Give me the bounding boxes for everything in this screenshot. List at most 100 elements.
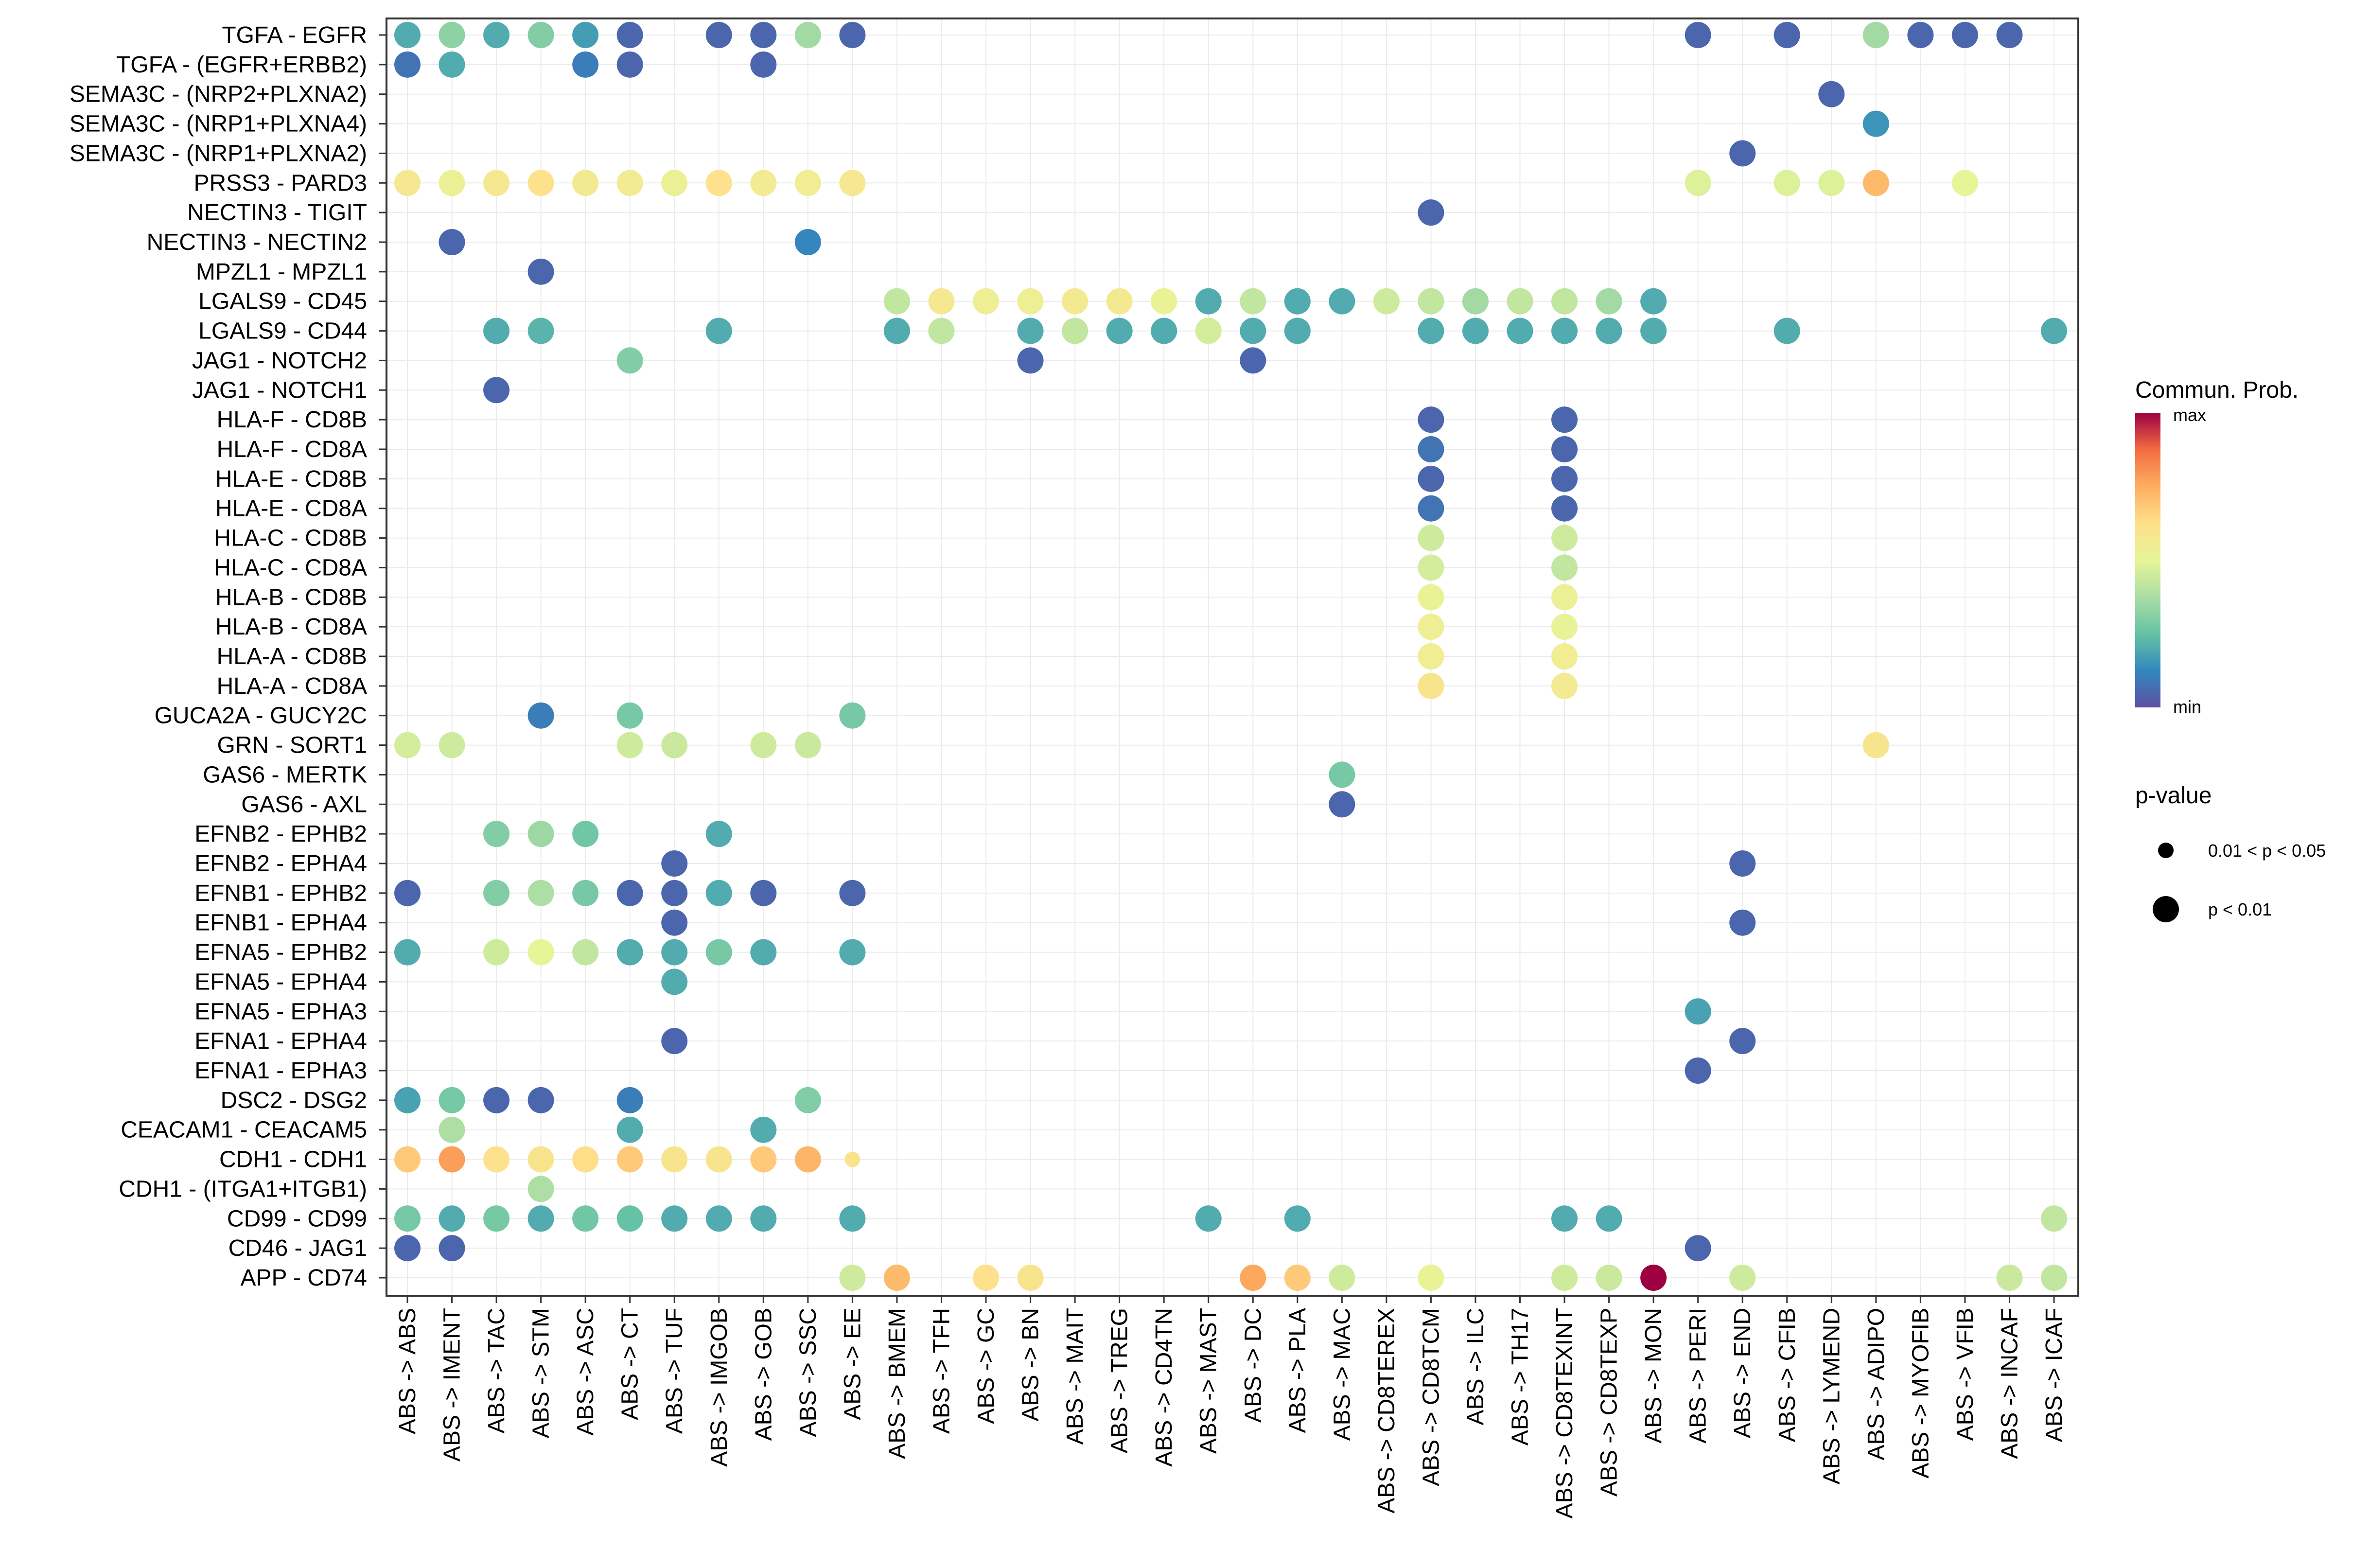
y-tick-label: GAS6 - MERTK <box>203 762 367 788</box>
data-point <box>1195 317 1222 344</box>
data-point <box>1462 317 1489 344</box>
data-point <box>1685 1235 1711 1262</box>
data-point <box>1373 288 1400 315</box>
data-point <box>1551 614 1578 640</box>
data-point <box>527 1146 554 1173</box>
data-point <box>1240 317 1266 344</box>
data-point <box>1685 22 1711 48</box>
data-point <box>1017 347 1044 374</box>
y-tick-label: HLA-A - CD8A <box>217 673 367 699</box>
data-point <box>1551 465 1578 492</box>
data-point <box>1818 170 1845 196</box>
data-point <box>750 732 777 758</box>
data-point <box>883 317 910 344</box>
y-tick-label: HLA-E - CD8B <box>215 466 367 492</box>
data-point <box>973 288 1000 315</box>
data-point <box>394 170 421 196</box>
y-tick-label: PRSS3 - PARD3 <box>193 170 367 196</box>
legend: Commun. Prob. max min p-value 0.01 < p <… <box>2135 377 2326 922</box>
x-tick-label: ABS -> LYMEND <box>1819 1308 1844 1484</box>
data-point <box>1017 288 1044 315</box>
data-point <box>1418 525 1444 551</box>
x-tick-label: ABS -> CD8TEXP <box>1597 1308 1622 1497</box>
data-point <box>1017 1265 1044 1291</box>
data-point <box>1418 1265 1444 1291</box>
data-point <box>661 969 688 995</box>
data-point <box>1418 614 1444 640</box>
data-point <box>439 1146 465 1173</box>
data-point <box>705 1205 732 1232</box>
y-tick-label: CD99 - CD99 <box>227 1206 367 1232</box>
data-point <box>661 1028 688 1055</box>
size-legend-large-label: p < 0.01 <box>2208 899 2272 919</box>
data-point <box>616 51 643 78</box>
data-point <box>616 1116 643 1143</box>
data-point <box>439 1205 465 1232</box>
data-point <box>572 1205 599 1232</box>
data-point <box>483 939 510 966</box>
x-tick-label: ABS -> CD8TCM <box>1418 1308 1444 1486</box>
data-point <box>527 702 554 729</box>
data-point <box>483 1205 510 1232</box>
data-point <box>439 170 465 196</box>
x-tick-label: ABS -> ABS <box>395 1308 421 1434</box>
data-point <box>1596 1205 1622 1232</box>
data-point <box>794 229 821 255</box>
data-point <box>1062 288 1088 315</box>
x-tick-label: ABS -> PLA <box>1285 1308 1311 1433</box>
y-tick-label: NECTIN3 - TIGIT <box>187 200 367 226</box>
data-point <box>1907 22 1934 48</box>
x-axis-ticks <box>406 1296 2055 1303</box>
data-point <box>1729 850 1756 877</box>
y-tick-label: DSC2 - DSG2 <box>221 1088 367 1113</box>
data-point <box>705 880 732 906</box>
data-point <box>1418 584 1444 611</box>
data-point <box>1996 1265 2023 1291</box>
x-tick-label: ABS -> ADIPO <box>1863 1308 1889 1460</box>
data-point <box>839 170 866 196</box>
data-point <box>750 170 777 196</box>
data-point <box>527 1176 554 1202</box>
data-point <box>1685 170 1711 196</box>
data-point <box>1551 495 1578 522</box>
data-point <box>883 288 910 315</box>
data-point <box>1418 554 1444 581</box>
data-point <box>1596 288 1622 315</box>
data-point <box>616 347 643 374</box>
y-tick-label: CDH1 - CDH1 <box>219 1147 367 1173</box>
data-point <box>483 821 510 847</box>
data-point <box>1640 288 1667 315</box>
y-tick-label: EFNA5 - EPHA3 <box>194 999 367 1024</box>
data-point <box>394 22 421 48</box>
data-point <box>616 1205 643 1232</box>
data-point <box>883 1265 910 1291</box>
data-point <box>839 1265 866 1291</box>
y-tick-label: HLA-F - CD8A <box>217 437 367 462</box>
data-point <box>1418 288 1444 315</box>
data-point <box>616 939 643 966</box>
data-point <box>572 170 599 196</box>
y-tick-label: HLA-F - CD8B <box>217 407 367 433</box>
y-tick-label: EFNB1 - EPHA4 <box>194 910 367 936</box>
data-point <box>705 22 732 48</box>
data-point <box>1773 317 1800 344</box>
data-point <box>1151 288 1177 315</box>
size-legend-small-dot <box>2158 843 2174 858</box>
data-point <box>1418 495 1444 522</box>
data-point <box>1062 317 1088 344</box>
data-point <box>794 732 821 758</box>
data-point <box>1551 554 1578 581</box>
data-point <box>616 170 643 196</box>
data-point <box>616 880 643 906</box>
x-tick-label: ABS -> MAST <box>1196 1308 1222 1454</box>
y-tick-label: EFNA5 - EPHA4 <box>194 969 367 995</box>
data-point <box>572 1146 599 1173</box>
data-point <box>439 229 465 255</box>
data-point <box>705 939 732 966</box>
data-point <box>750 1146 777 1173</box>
data-point <box>527 22 554 48</box>
data-point <box>1507 317 1533 344</box>
data-point <box>1551 436 1578 462</box>
data-point <box>527 1087 554 1113</box>
data-point <box>839 880 866 906</box>
